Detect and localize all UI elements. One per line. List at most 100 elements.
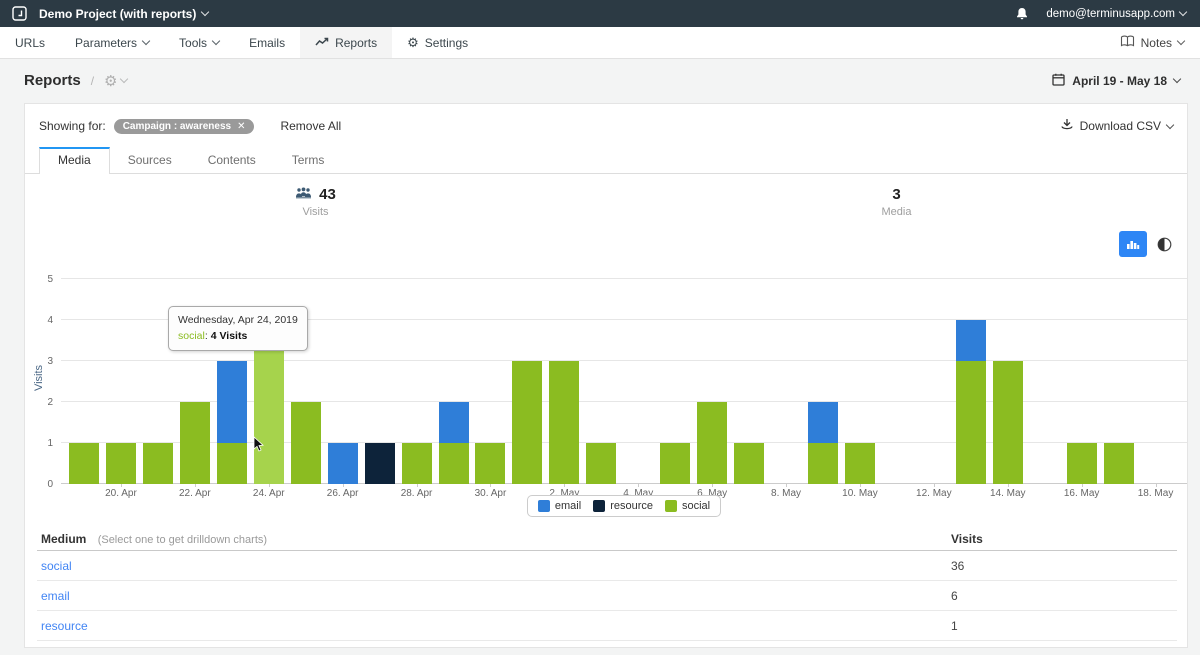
chart-bar-email[interactable]	[328, 443, 358, 484]
y-axis-tick-label: 0	[31, 479, 53, 490]
filter-chip-campaign-awareness[interactable]: Campaign : awareness ✕	[114, 119, 255, 134]
nav-item-tools[interactable]: Tools	[164, 27, 234, 58]
table-row: email 6	[37, 581, 1177, 611]
chart-bar-social[interactable]	[1104, 443, 1134, 484]
account-menu[interactable]: demo@terminusapp.com	[1046, 8, 1186, 20]
notes-menu[interactable]: Notes	[1104, 27, 1200, 58]
chart-bar-social[interactable]	[734, 443, 764, 484]
mouse-cursor-icon	[253, 436, 264, 458]
book-icon	[1120, 35, 1135, 50]
nav-item-urls[interactable]: URLs	[0, 27, 60, 58]
report-settings-dropdown[interactable]: ⚙	[104, 72, 127, 90]
tooltip-date: Wednesday, Apr 24, 2019	[178, 312, 298, 328]
x-axis-tick	[1082, 484, 1083, 487]
chart-bar-social[interactable]	[512, 361, 542, 484]
date-range-label: April 19 - May 18	[1072, 74, 1167, 88]
gear-icon: ⚙	[104, 72, 117, 90]
y-axis-tick-label: 5	[31, 274, 53, 285]
nav-item-parameters[interactable]: Parameters	[60, 27, 164, 58]
medium-link-email[interactable]: email	[41, 589, 70, 603]
x-axis-tick	[564, 484, 565, 487]
chart-bar-social[interactable]	[586, 443, 616, 484]
medium-column-hint: (Select one to get drilldown charts)	[98, 534, 267, 546]
nav-item-emails[interactable]: Emails	[234, 27, 300, 58]
user-email: demo@terminusapp.com	[1046, 8, 1175, 20]
nav-item-reports[interactable]: Reports	[300, 27, 392, 58]
legend-item-social[interactable]: social	[665, 500, 710, 512]
chart-bar-social[interactable]	[69, 443, 99, 484]
gear-icon: ⚙	[407, 35, 419, 51]
page-header: Reports / ⚙ April 19 - May 18	[0, 58, 1200, 103]
chart-bar-social[interactable]	[549, 361, 579, 484]
chart-bar-social[interactable]	[439, 443, 469, 484]
main-nav: URLs Parameters Tools Emails Reports ⚙ S…	[0, 27, 1200, 59]
legend-item-resource[interactable]: resource	[593, 500, 653, 512]
chart-bar-social[interactable]	[808, 443, 838, 484]
chart-bar-social[interactable]	[993, 361, 1023, 484]
table-header: Medium (Select one to get drilldown char…	[37, 528, 1177, 551]
visitors-icon	[295, 186, 312, 203]
chart-bar-social[interactable]	[1067, 443, 1097, 484]
legend-swatch	[538, 500, 550, 512]
page-title: Reports	[24, 72, 81, 89]
tooltip-value: 4 Visits	[211, 330, 248, 342]
tooltip-series: social	[178, 330, 205, 342]
chart-bar-email[interactable]	[439, 402, 469, 443]
chart-bar-social[interactable]	[143, 443, 173, 484]
x-axis-tick	[490, 484, 491, 487]
tab-contents[interactable]: Contents	[190, 147, 274, 173]
chart-bar-email[interactable]	[808, 402, 838, 443]
x-axis-tick	[786, 484, 787, 487]
chart-bar-social[interactable]	[402, 443, 432, 484]
chart-bar-social[interactable]	[180, 402, 210, 484]
showing-for-label: Showing for:	[39, 119, 106, 133]
date-range-picker[interactable]: April 19 - May 18	[1052, 73, 1180, 89]
nav-item-settings[interactable]: ⚙ Settings	[392, 27, 483, 58]
chart-bar-social[interactable]	[291, 402, 321, 484]
chart-bar-resource[interactable]	[365, 443, 395, 484]
chart-bar-social[interactable]	[697, 402, 727, 484]
tab-media[interactable]: Media	[39, 147, 110, 174]
medium-link-resource[interactable]: resource	[41, 619, 88, 633]
tab-sources[interactable]: Sources	[110, 147, 190, 173]
medium-column-header: Medium	[41, 532, 86, 546]
project-switcher[interactable]: Demo Project (with reports)	[39, 7, 208, 21]
y-axis-tick-label: 1	[31, 438, 53, 449]
download-icon	[1060, 118, 1074, 134]
stat-media-label: Media	[606, 206, 1187, 218]
chart-bar-social[interactable]	[217, 443, 247, 484]
chart-bar-social[interactable]	[475, 443, 505, 484]
bar-chart-toggle[interactable]	[1119, 231, 1147, 257]
chart-tooltip: Wednesday, Apr 24, 2019 social: 4 Visits	[168, 306, 308, 351]
table-row: social 36	[37, 551, 1177, 581]
stat-visits-label: Visits	[25, 206, 606, 218]
chevron-down-icon	[1179, 8, 1187, 16]
calendar-icon	[1052, 73, 1065, 89]
chart-legend: email resource social	[61, 495, 1187, 517]
report-tabs: Media Sources Contents Terms	[25, 147, 1187, 174]
chart-bar-social[interactable]	[845, 443, 875, 484]
terminus-logo-icon[interactable]	[12, 6, 27, 21]
trend-line-icon	[315, 36, 329, 50]
x-axis-tick	[712, 484, 713, 487]
x-axis-tick	[195, 484, 196, 487]
visits-column-header: Visits	[951, 532, 1177, 546]
legend-swatch	[593, 500, 605, 512]
tab-terms[interactable]: Terms	[274, 147, 343, 173]
notifications-bell-icon[interactable]	[1016, 7, 1028, 20]
chart-bar-email[interactable]	[217, 361, 247, 443]
pie-chart-toggle[interactable]	[1157, 237, 1172, 252]
legend-item-email[interactable]: email	[538, 500, 581, 512]
chart-type-toggles	[1119, 231, 1172, 257]
chart-bar-social[interactable]	[956, 361, 986, 484]
remove-all-button[interactable]: Remove All	[280, 119, 341, 133]
download-csv-button[interactable]: Download CSV	[1060, 118, 1173, 134]
chart-bar-social[interactable]	[106, 443, 136, 484]
stat-media-value: 3	[892, 186, 900, 203]
chart-bar-email[interactable]	[956, 320, 986, 361]
chevron-down-icon	[212, 37, 220, 45]
summary-stats: 43 Visits 3 Media	[25, 186, 1187, 226]
chart-bar-social[interactable]	[660, 443, 690, 484]
medium-link-social[interactable]: social	[41, 559, 72, 573]
remove-filter-icon[interactable]: ✕	[237, 121, 245, 132]
